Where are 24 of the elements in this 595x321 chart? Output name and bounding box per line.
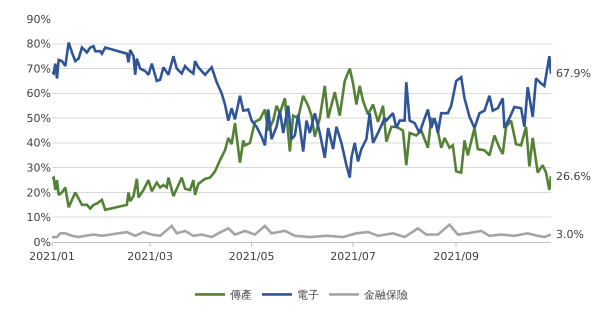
legend-label: 電子 xyxy=(297,288,319,302)
y-tick-label: 80% xyxy=(26,38,51,51)
x-tick-label: 2021/01 xyxy=(29,250,75,264)
legend-label: 傳產 xyxy=(230,288,252,302)
x-tick-label: 2021/07 xyxy=(330,250,376,264)
x-tick-label: 2021/03 xyxy=(127,250,173,264)
line-series xyxy=(52,41,551,179)
annotation: 67.9% xyxy=(556,67,591,80)
y-tick-label: 10% xyxy=(26,211,51,224)
legend-label: 金融保險 xyxy=(364,288,408,302)
y-tick-label: 90% xyxy=(26,12,51,26)
y-tick-label: 50% xyxy=(26,112,51,125)
x-tick-label: 2021/09 xyxy=(433,250,480,264)
line-series xyxy=(52,223,551,238)
y-tick-label: 70% xyxy=(26,62,51,76)
x-tick-label: 2021/05 xyxy=(228,250,274,264)
annotation: 3.0% xyxy=(556,228,584,241)
annotation: 26.6% xyxy=(556,170,591,183)
y-tick-label: 60% xyxy=(26,87,51,100)
y-tick-label: 40% xyxy=(26,136,51,150)
y-tick-label: 30% xyxy=(26,162,51,175)
y-tick-label: 20% xyxy=(26,186,51,200)
y-tick-label: 0% xyxy=(34,236,51,249)
line-series xyxy=(52,67,551,212)
